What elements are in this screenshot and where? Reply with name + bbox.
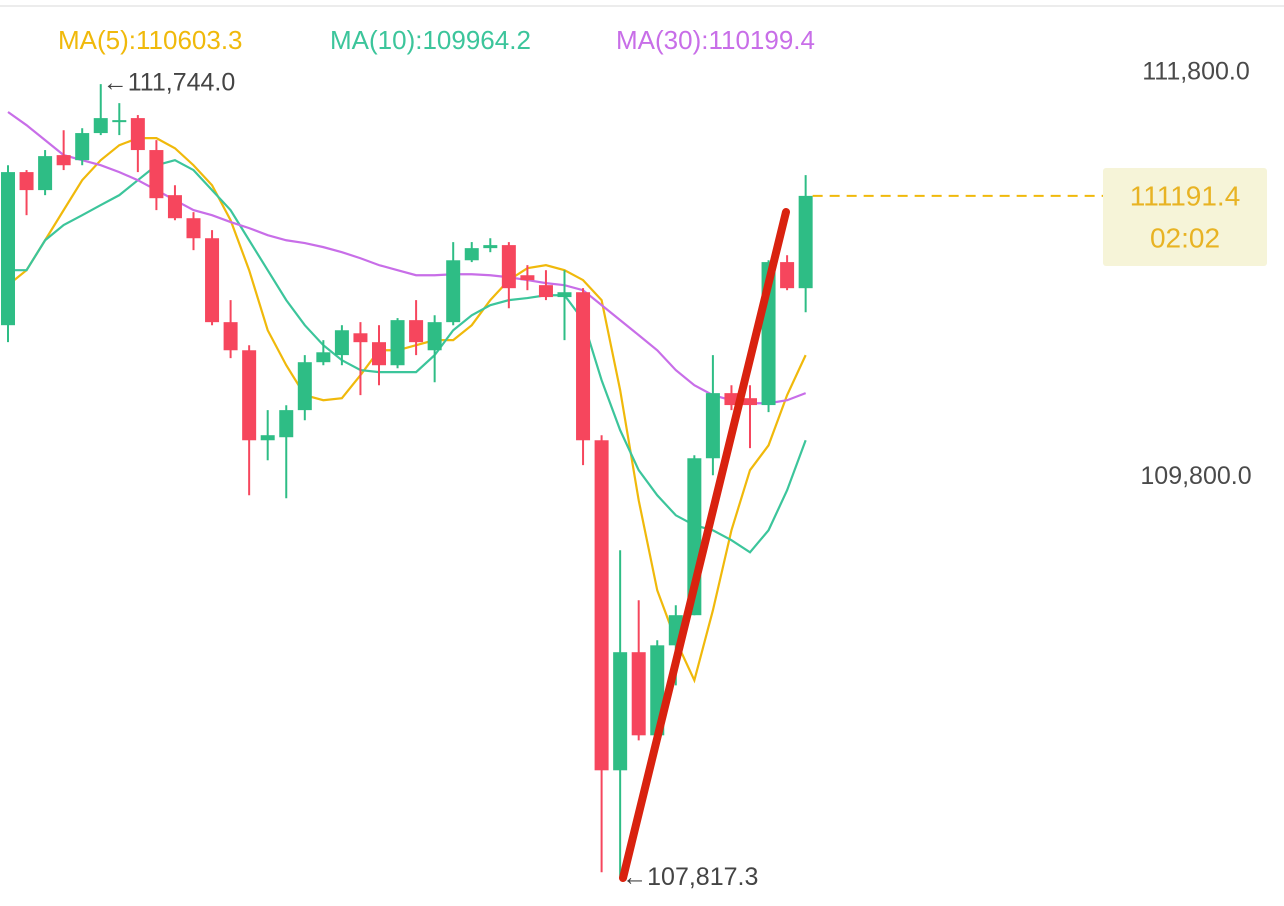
candle-body — [260, 435, 275, 441]
candle-body — [538, 285, 553, 298]
candle-body — [798, 195, 813, 289]
extreme-label: ←111,744.0 — [103, 69, 236, 97]
candle-body — [557, 292, 572, 298]
candle-body — [427, 322, 442, 351]
y-tick-label: 111,800.0 — [1142, 57, 1250, 85]
candle-body — [780, 262, 795, 289]
candle-body — [464, 248, 479, 261]
candle-body — [594, 440, 609, 771]
legend-entry: MA(30):110199.4 — [616, 25, 815, 55]
price-tag — [1103, 168, 1267, 266]
legend-entry: MA(5):110603.3 — [58, 25, 243, 55]
ma-line — [8, 158, 807, 554]
y-tick-label: 109,800.0 — [1140, 462, 1251, 490]
candle-body — [631, 652, 646, 736]
candle-body — [242, 350, 257, 441]
candle-body — [186, 218, 201, 239]
candle-body — [613, 652, 628, 771]
candle-body — [446, 260, 461, 323]
ma-line — [7, 137, 807, 684]
candle-body — [19, 172, 34, 191]
ma-lines — [7, 111, 807, 684]
candle-body — [409, 320, 424, 343]
candle-body — [93, 118, 108, 134]
extreme-label: ←107,817.3 — [622, 863, 758, 891]
candle-body — [316, 352, 331, 363]
candle-body — [279, 410, 294, 438]
drawn-trend-line — [619, 208, 790, 882]
candles — [1, 84, 813, 879]
candle-body — [297, 362, 312, 411]
legend-entry: MA(10):109964.2 — [330, 25, 531, 55]
candle-body — [334, 330, 349, 356]
candle-body — [724, 393, 739, 406]
candle-body — [520, 275, 535, 281]
countdown: 02:02 — [1150, 222, 1220, 253]
candle-body — [353, 333, 368, 343]
candle-body — [205, 238, 220, 323]
candle-body — [705, 393, 720, 459]
last-price: 111191.4 — [1130, 180, 1241, 211]
candle-body — [743, 398, 757, 406]
candle-body — [38, 156, 53, 191]
ma-line — [7, 111, 807, 405]
candle-body — [1, 172, 15, 326]
candle-body — [390, 320, 405, 366]
candle-body — [501, 245, 516, 289]
candle-body — [167, 195, 182, 219]
candle-body — [576, 292, 591, 441]
candle-body — [483, 245, 498, 249]
candle-body — [223, 322, 238, 351]
candle-body — [56, 155, 71, 166]
candle-body — [130, 118, 145, 151]
candle-body — [372, 342, 386, 366]
candle-body — [112, 120, 127, 123]
candle-body — [149, 150, 164, 199]
candle-body — [75, 133, 90, 161]
